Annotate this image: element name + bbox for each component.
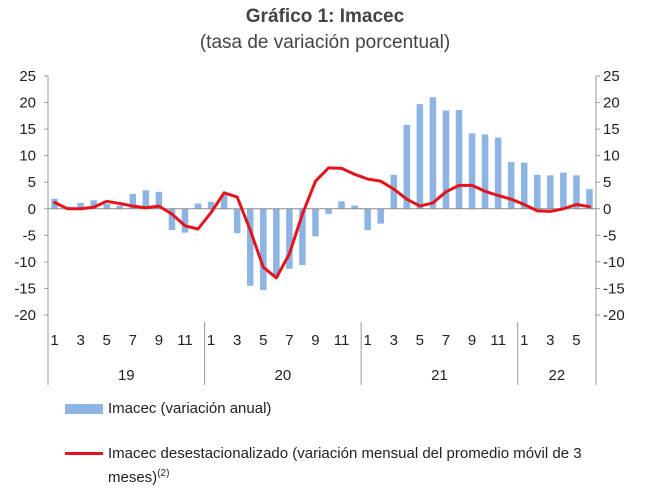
bar-imacec-anual xyxy=(547,175,554,209)
bar-imacec-anual xyxy=(168,208,176,231)
bar-imacec-anual xyxy=(260,208,267,291)
y-tick-label-right: 20 xyxy=(603,95,620,112)
bar-imacec-anual xyxy=(77,202,84,209)
y-tick-label-left: 15 xyxy=(19,121,36,138)
x-tick-label-month: 7 xyxy=(285,332,293,349)
bar-imacec-anual xyxy=(455,109,463,209)
bar-imacec-anual xyxy=(507,162,515,209)
x-tick-label-month: 1 xyxy=(50,332,58,349)
bar-imacec-anual xyxy=(416,104,424,209)
legend-bar-swatch xyxy=(65,404,103,414)
y-tick-label-left: 25 xyxy=(19,68,36,85)
bar-imacec-anual xyxy=(468,133,476,209)
bar-imacec-anual xyxy=(338,201,345,209)
bar-imacec-anual xyxy=(520,162,528,209)
bar-imacec-anual xyxy=(129,193,137,209)
chart-title: Gráfico 1: Imacec xyxy=(245,6,405,27)
bar-imacec-anual xyxy=(325,208,332,215)
bar-imacec-anual xyxy=(246,208,254,286)
y-tick-label-right: -5 xyxy=(603,227,616,244)
y-tick-label-left: -5 xyxy=(23,227,36,244)
x-tick-label-year: 19 xyxy=(118,367,135,384)
bar-imacec-anual xyxy=(207,201,215,209)
y-tick-label-left: 5 xyxy=(28,174,36,191)
bar-imacec-anual xyxy=(181,208,189,233)
bar-imacec-anual xyxy=(377,208,384,224)
y-tick-label-right: -15 xyxy=(603,280,625,297)
x-tick-label-month: 1 xyxy=(363,332,371,349)
chart-subtitle: (tasa de variación porcentual) xyxy=(199,32,451,53)
x-tick-label-month: 11 xyxy=(334,332,350,349)
x-tick-label-month: 3 xyxy=(76,332,84,349)
x-tick-label-month: 1 xyxy=(520,332,528,349)
bar-imacec-anual xyxy=(116,205,124,209)
bar-imacec-anual xyxy=(142,190,150,209)
y-tick-label-left: 0 xyxy=(28,201,36,218)
y-tick-label-right: 0 xyxy=(603,201,611,218)
legend-line-text-1: Imacec desestacionalizado (variación men… xyxy=(108,445,582,462)
y-tick-label-left: -20 xyxy=(14,307,36,324)
bar-imacec-anual xyxy=(220,194,228,209)
bar-imacec-anual xyxy=(573,175,580,209)
y-tick-label-left: 20 xyxy=(19,95,36,112)
y-tick-label-right: 25 xyxy=(603,68,620,85)
y-tick-label-right: -10 xyxy=(603,254,625,271)
bar-imacec-anual xyxy=(351,205,358,209)
bar-imacec-anual xyxy=(560,172,567,209)
bar-imacec-anual xyxy=(403,124,411,209)
y-tick-label-left: -15 xyxy=(14,280,36,297)
bar-imacec-anual xyxy=(155,191,163,209)
x-tick-label-year: 21 xyxy=(431,367,448,384)
x-tick-label-month: 7 xyxy=(442,332,450,349)
bar-imacec-anual xyxy=(312,208,319,237)
x-tick-label-year: 20 xyxy=(275,367,292,384)
bar-imacec-anual xyxy=(90,200,97,209)
bar-imacec-anual xyxy=(586,189,593,209)
y-tick-label-right: 5 xyxy=(603,174,611,191)
legend-line-swatch xyxy=(65,452,103,455)
bar-imacec-anual xyxy=(429,97,437,209)
x-tick-label-month: 11 xyxy=(490,332,506,349)
x-tick-label-month: 5 xyxy=(103,332,111,349)
legend-line-label: Imacec desestacionalizado (variación men… xyxy=(108,444,638,488)
y-tick-label-left: 10 xyxy=(19,148,36,165)
bar-imacec-anual xyxy=(299,208,306,266)
bar-imacec-anual xyxy=(494,137,502,209)
bar-imacec-anual xyxy=(273,208,280,277)
x-tick-label-month: 5 xyxy=(572,332,580,349)
x-tick-label-month: 5 xyxy=(259,332,267,349)
x-tick-label-month: 9 xyxy=(468,332,476,349)
legend-bar-label: Imacec (variación anual) xyxy=(108,400,272,417)
x-tick-label-month: 7 xyxy=(129,332,137,349)
bar-imacec-anual xyxy=(534,174,541,209)
y-tick-label-right: 15 xyxy=(603,121,620,138)
y-tick-label-right: -20 xyxy=(603,307,625,324)
x-tick-label-year: 22 xyxy=(549,367,566,384)
x-tick-label-month: 3 xyxy=(233,332,241,349)
y-tick-label-right: 10 xyxy=(603,148,620,165)
x-tick-label-month: 9 xyxy=(311,332,319,349)
x-tick-label-month: 1 xyxy=(207,332,215,349)
bar-imacec-anual xyxy=(481,134,489,209)
bar-imacec-anual xyxy=(194,203,202,209)
x-tick-label-month: 11 xyxy=(177,332,193,349)
bar-imacec-anual xyxy=(233,208,241,234)
bar-imacec-anual xyxy=(364,208,371,231)
x-tick-label-month: 9 xyxy=(155,332,163,349)
bar-imacec-anual xyxy=(442,110,450,209)
bar-imacec-anual xyxy=(103,203,110,209)
line-imacec-desestacionalizado xyxy=(53,166,591,280)
x-tick-label-month: 3 xyxy=(546,332,554,349)
bar-imacec-anual xyxy=(390,174,398,209)
legend-line-text-2: meses) xyxy=(108,469,158,486)
x-tick-label-month: 5 xyxy=(416,332,424,349)
legend-line-superscript: (2) xyxy=(157,468,170,479)
y-tick-label-left: -10 xyxy=(14,254,36,271)
x-tick-label-month: 3 xyxy=(390,332,398,349)
bar-imacec-anual xyxy=(286,208,293,269)
